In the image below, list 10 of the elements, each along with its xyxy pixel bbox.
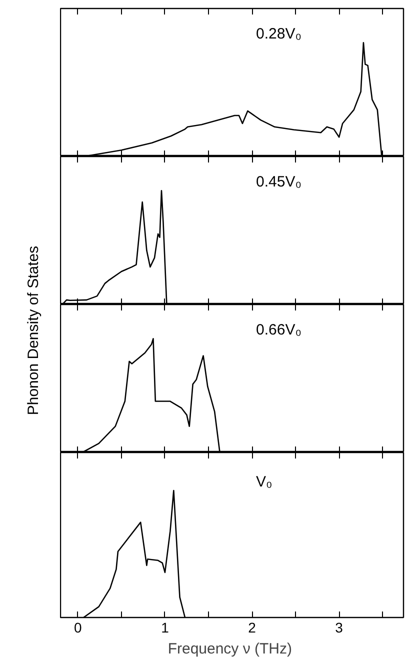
x-tick-label: 2	[248, 620, 256, 636]
x-tick-label: 1	[161, 620, 170, 636]
x-axis-title: Frequency ν (THz)	[168, 640, 292, 658]
x-tick-label: 0	[74, 620, 82, 636]
x-tick-label: 3	[335, 620, 344, 636]
y-axis-title: Phonon Density of States	[25, 246, 42, 416]
annotation: 0.45V₀	[256, 174, 302, 191]
annotation: V₀	[256, 474, 272, 491]
annotation: 0.28V₀	[256, 26, 302, 43]
annotation: 0.66V₀	[256, 322, 302, 339]
